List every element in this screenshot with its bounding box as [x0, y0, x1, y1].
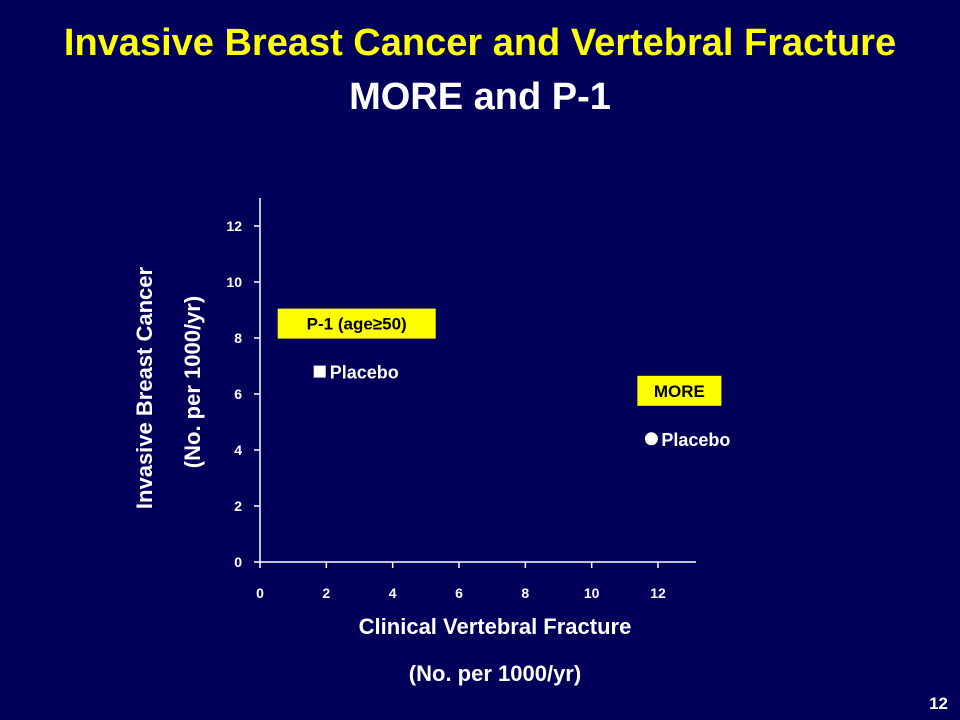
y-tick-label: 4 [234, 442, 242, 458]
slide-title: Invasive Breast Cancer and Vertebral Fra… [63, 22, 897, 64]
more-group-box [637, 375, 722, 406]
slide-subtitle: MORE and P-1 [349, 76, 611, 118]
p1-placebo-marker [313, 365, 326, 378]
more-placebo-marker [644, 432, 658, 446]
p1-placebo-label: Placebo [330, 363, 399, 383]
y-tick-label: 2 [234, 498, 242, 514]
x-tick-label: 0 [256, 585, 264, 601]
x-tick-label: 8 [521, 585, 529, 601]
x-tick-label: 12 [650, 585, 666, 601]
more-group-label: MORE [654, 382, 705, 401]
y-tick-label: 6 [234, 386, 242, 402]
y-tick-label: 0 [234, 554, 242, 570]
p1-group-label: P-1 (age≥50) [307, 315, 407, 334]
x-axis-label-line1: Clinical Vertebral Fracture [358, 614, 632, 639]
more-placebo-label: Placebo [661, 430, 730, 450]
y-tick-label: 8 [234, 330, 242, 346]
p1-group-box [277, 308, 436, 339]
x-tick-label: 6 [455, 585, 463, 601]
y-tick-label: 12 [226, 218, 242, 234]
x-axis-label-line2: (No. per 1000/yr) [408, 661, 582, 686]
y-tick-label: 10 [226, 274, 242, 290]
x-tick-label: 2 [322, 585, 330, 601]
x-tick-label: 10 [584, 585, 600, 601]
x-tick-label: 4 [389, 585, 397, 601]
page-number: 12 [929, 694, 948, 713]
